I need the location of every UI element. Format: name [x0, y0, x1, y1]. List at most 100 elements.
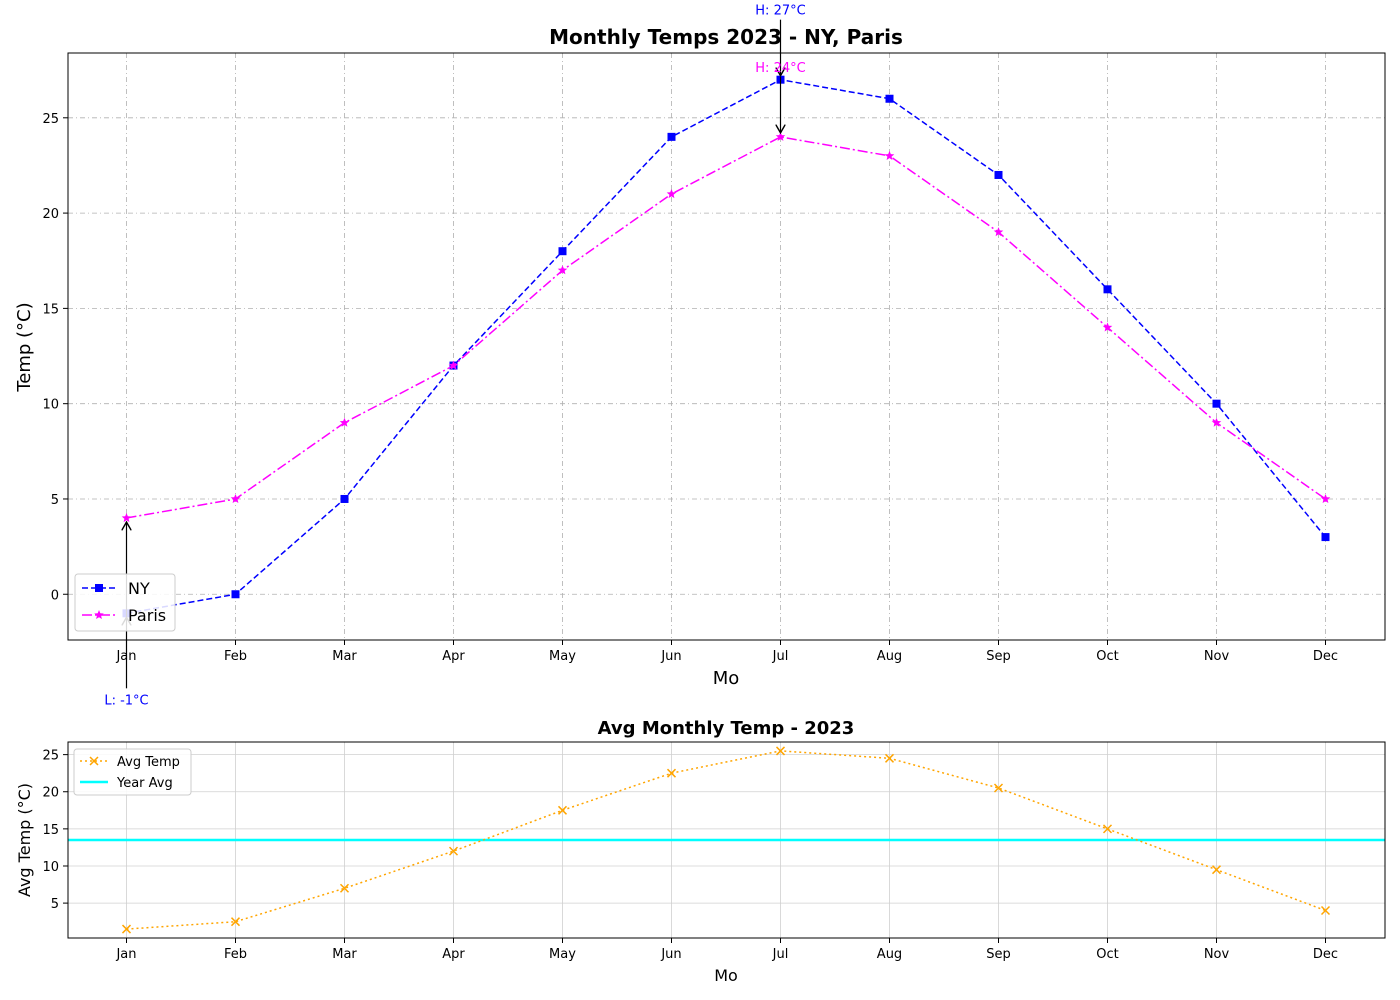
data-point: [1102, 322, 1113, 332]
y-tick-label: 5: [51, 493, 59, 508]
temp-chart-ticks: Jan Feb Mar Apr May Jun Jul Aug Sep Oct Nov Dec 0 5 10…: [42, 112, 1338, 664]
y-tick-label: 10: [42, 860, 59, 875]
x-tick-label: Mar: [332, 649, 357, 664]
x-tick-label: Jul: [772, 649, 789, 664]
x-tick-label: Sep: [986, 649, 1011, 664]
y-tick-label: 25: [42, 749, 59, 764]
data-point: [230, 917, 241, 927]
x-tick-label: Feb: [224, 947, 247, 962]
data-point: [448, 846, 459, 856]
data-point: [1320, 905, 1331, 916]
avg-chart-ticks: Jan Feb Mar Apr May Jun Jul Aug Sep Oct Nov Dec 5 10 1…: [42, 749, 1338, 962]
x-tick-label: Oct: [1096, 649, 1118, 664]
x-tick-label: Sep: [986, 947, 1011, 962]
x-tick-label: Dec: [1313, 649, 1338, 664]
legend-ny-label: NY: [128, 579, 150, 598]
y-tick-label: 15: [42, 823, 59, 838]
x-tick-label: Mar: [332, 947, 357, 962]
series-line: [126, 136, 1326, 519]
data-point: [884, 753, 895, 763]
temp-chart-xlabel: Mo: [713, 668, 740, 689]
data-point: [339, 883, 350, 893]
temp-chart: H: 27°C L: -1°C H: 24°C Jan Feb Mar Apr May Jun…: [14, 4, 1386, 709]
legend-star: [94, 610, 104, 619]
annotation-label: H: 24°C: [755, 61, 805, 76]
data-point: [557, 805, 568, 815]
data-point: [230, 494, 241, 503]
data-point: [775, 746, 786, 756]
data-point: [994, 170, 1003, 179]
data-point: [993, 227, 1004, 237]
x-tick-label: Aug: [877, 649, 902, 664]
x-tick-label: Nov: [1204, 649, 1230, 664]
x-tick-label: Apr: [442, 649, 465, 664]
data-point: [667, 132, 676, 141]
data-point: [1211, 865, 1222, 875]
avg-chart-series: [68, 746, 1385, 934]
data-point: [121, 924, 132, 934]
x-tick-label: Jan: [115, 649, 136, 664]
temp-chart-title: Monthly Temps 2023 - NY, Paris: [549, 25, 903, 49]
temp-chart-ylabel: Temp (°C): [14, 302, 35, 392]
x-tick-label: Oct: [1096, 947, 1118, 962]
legend-yearavg-label: Year Avg: [116, 776, 173, 791]
data-point: [121, 513, 132, 523]
series-line: [126, 78, 1327, 615]
legend-ny-marker: [95, 584, 103, 592]
avg-chart-frame: [67, 741, 1386, 939]
y-tick-label: 10: [42, 398, 59, 413]
temp-chart-annotations: H: 27°C L: -1°C H: 24°C: [104, 4, 805, 709]
temp-chart-series: [121, 75, 1331, 618]
data-point: [666, 768, 677, 778]
temp-chart-grid: [68, 53, 1385, 640]
data-point: [340, 494, 349, 503]
data-point: [1102, 824, 1113, 834]
x-tick-label: Nov: [1204, 947, 1230, 962]
data-point: [448, 360, 459, 370]
data-point: [557, 265, 568, 275]
avg-chart: Jan Feb Mar Apr May Jun Jul Aug Sep Oct Nov Dec 5 10 1…: [15, 718, 1386, 985]
data-point: [1211, 417, 1222, 427]
data-point: [1321, 533, 1330, 542]
legend-paris-label: Paris: [128, 606, 166, 625]
data-point: [884, 150, 895, 160]
x-tick-label: Jan: [115, 947, 136, 962]
data-point: [885, 94, 894, 103]
avg-chart-title: Avg Monthly Temp - 2023: [598, 718, 855, 739]
x-tick-label: Apr: [442, 947, 465, 962]
x-tick-label: May: [549, 649, 576, 664]
y-tick-label: 0: [51, 588, 59, 603]
data-point: [339, 417, 350, 427]
temp-chart-legend: NY Paris: [74, 573, 176, 632]
x-tick-label: Aug: [877, 947, 902, 962]
x-tick-label: Jun: [660, 947, 681, 962]
avg-chart-ylabel: Avg Temp (°C): [15, 783, 34, 897]
annotation-label: H: 27°C: [755, 4, 805, 19]
y-tick-label: 15: [42, 302, 59, 317]
data-point: [775, 131, 786, 141]
data-point: [666, 189, 677, 199]
x-tick-label: May: [549, 947, 576, 962]
x-tick-label: Jul: [772, 947, 789, 962]
data-point: [558, 247, 567, 256]
data-point: [1103, 285, 1112, 294]
series-line: [126, 750, 1326, 930]
avg-chart-legend: Avg Temp Year Avg: [73, 748, 192, 796]
y-tick-label: 25: [42, 112, 59, 127]
data-point: [231, 590, 240, 599]
legend-paris-marker: [94, 610, 104, 619]
x-tick-label: Dec: [1313, 947, 1338, 962]
x-tick-label: Jun: [660, 649, 681, 664]
legend2-box: [73, 748, 192, 796]
avg-chart-grid: [68, 742, 1385, 938]
temp-chart-frame: [67, 52, 1386, 641]
data-point: [993, 783, 1004, 793]
x-tick-label: Feb: [224, 649, 247, 664]
legend-avg-marker: [89, 756, 99, 766]
avg-chart-xlabel: Mo: [714, 966, 738, 985]
data-point: [1320, 494, 1331, 503]
annotation-label: L: -1°C: [104, 693, 148, 708]
y-tick-label: 5: [51, 897, 59, 912]
legend-avg-label: Avg Temp: [117, 755, 180, 770]
